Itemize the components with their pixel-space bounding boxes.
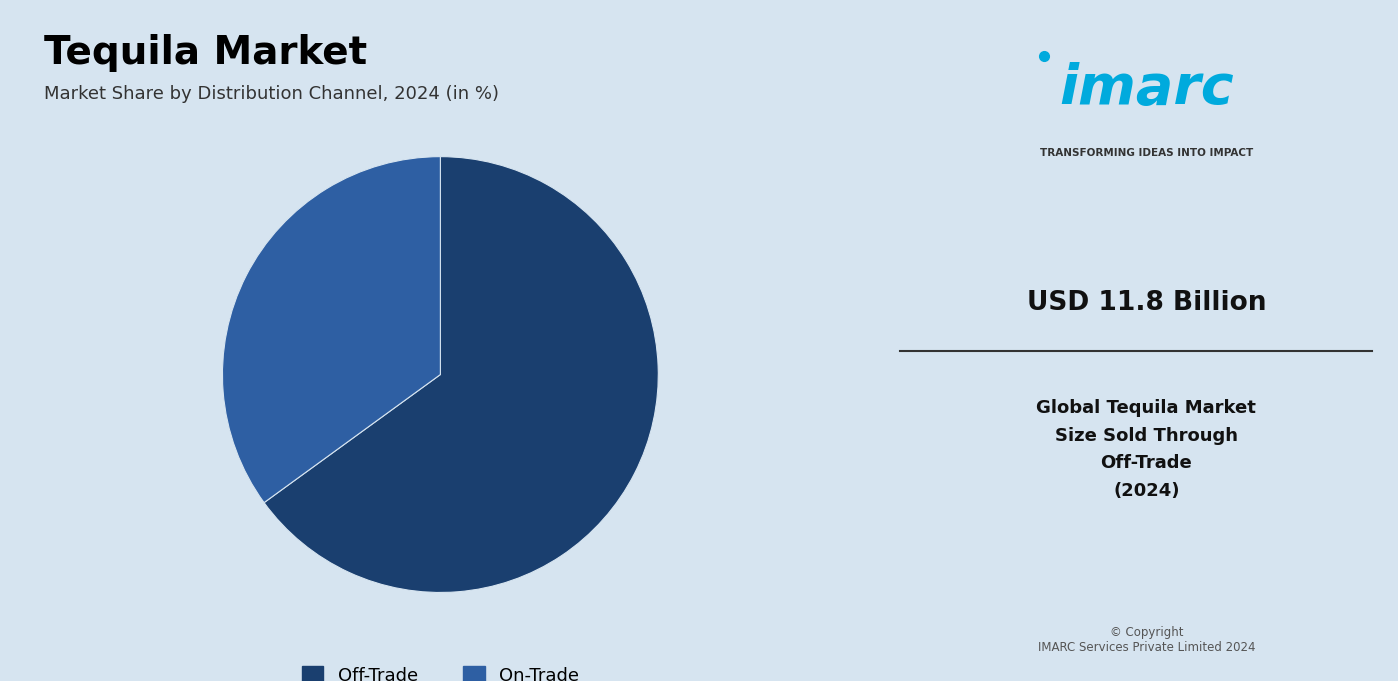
Text: imarc: imarc xyxy=(1060,61,1233,116)
Text: Market Share by Distribution Channel, 2024 (in %): Market Share by Distribution Channel, 20… xyxy=(43,85,499,103)
Wedge shape xyxy=(222,157,440,503)
Text: Global Tequila Market
Size Sold Through
Off-Trade
(2024): Global Tequila Market Size Sold Through … xyxy=(1036,399,1257,500)
Text: TRANSFORMING IDEAS INTO IMPACT: TRANSFORMING IDEAS INTO IMPACT xyxy=(1040,148,1253,158)
Legend: Off-Trade, On-Trade: Off-Trade, On-Trade xyxy=(295,659,586,681)
Text: Tequila Market: Tequila Market xyxy=(43,34,366,72)
Text: © Copyright
IMARC Services Private Limited 2024: © Copyright IMARC Services Private Limit… xyxy=(1037,626,1255,654)
Wedge shape xyxy=(264,157,658,592)
Text: USD 11.8 Billion: USD 11.8 Billion xyxy=(1026,290,1267,316)
